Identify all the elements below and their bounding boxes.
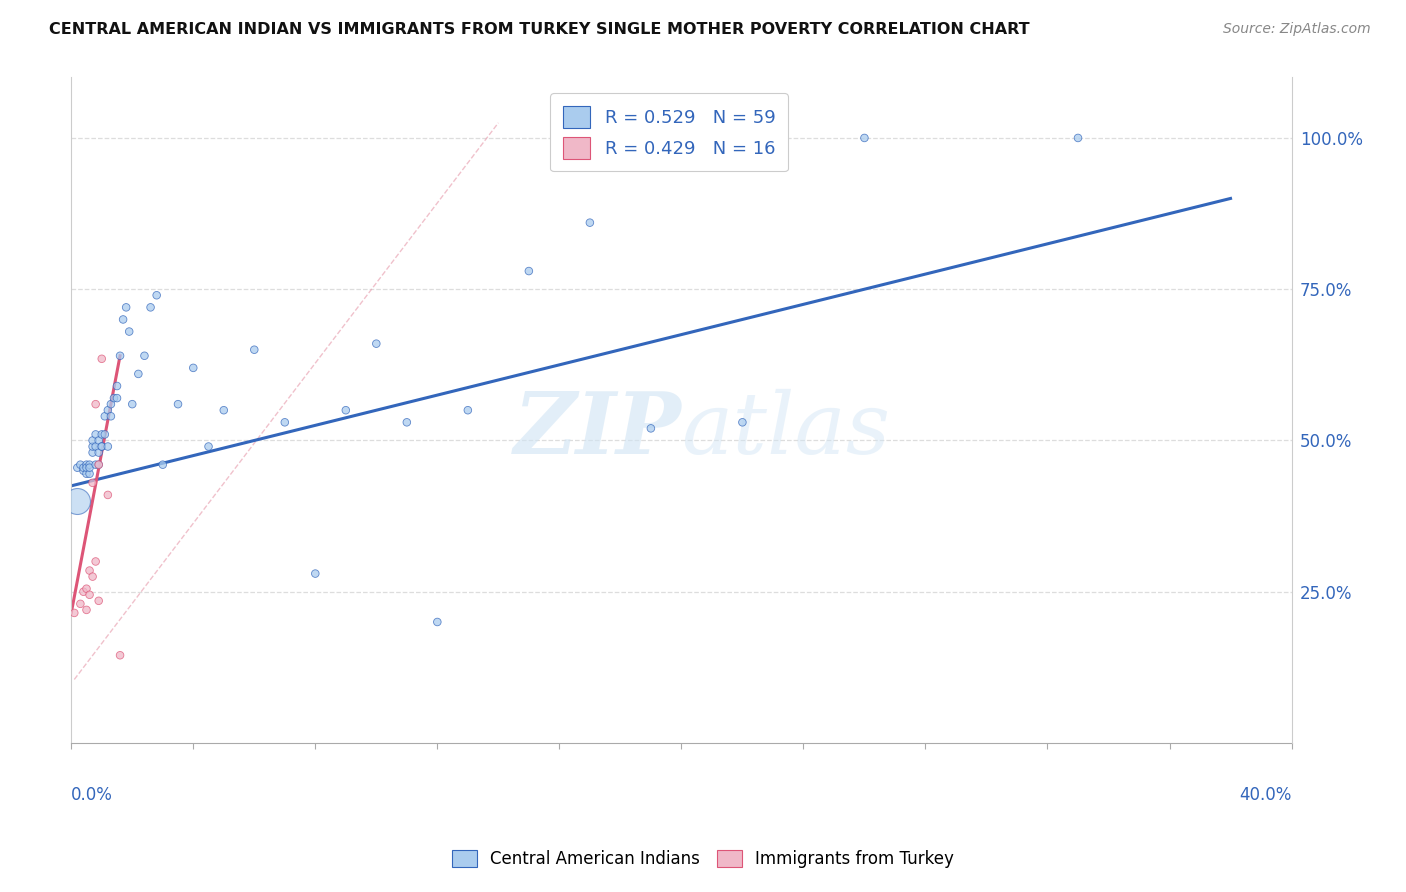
Text: 40.0%: 40.0% [1239,786,1292,805]
Point [105,379,128,393]
Point [127,367,149,381]
Point [87,445,110,459]
Legend: Central American Indians, Immigrants from Turkey: Central American Indians, Immigrants fro… [446,843,960,875]
Point [79,467,101,481]
Point [517,264,540,278]
Point [115,301,138,315]
Point [84,440,107,454]
Point [79,460,101,475]
Point [121,397,143,411]
Point [134,349,156,363]
Text: 0.0%: 0.0% [72,786,112,805]
Point [640,421,662,435]
Point [66,460,89,475]
Point [395,415,418,429]
Point [82,434,104,448]
Legend: R = 0.529   N = 59, R = 0.429   N = 16: R = 0.529 N = 59, R = 0.429 N = 16 [550,93,787,171]
Text: ZIP: ZIP [513,388,682,472]
Text: Source: ZipAtlas.com: Source: ZipAtlas.com [1223,22,1371,37]
Point [87,458,110,472]
Point [853,131,876,145]
Point [97,403,120,417]
Point [72,460,94,475]
Point [118,325,141,339]
Point [152,458,174,472]
Point [112,312,135,326]
Point [97,440,120,454]
Point [76,458,98,472]
Point [579,216,602,230]
Point [243,343,266,357]
Point [84,397,107,411]
Point [304,566,326,581]
Text: CENTRAL AMERICAN INDIAN VS IMMIGRANTS FROM TURKEY SINGLE MOTHER POVERTY CORRELAT: CENTRAL AMERICAN INDIAN VS IMMIGRANTS FR… [49,22,1029,37]
Point [79,458,101,472]
Point [90,427,112,442]
Point [366,336,388,351]
Point [731,415,754,429]
Point [82,445,104,459]
Point [100,397,122,411]
Point [87,434,110,448]
Point [82,475,104,490]
Point [181,360,204,375]
Point [94,427,117,442]
Point [87,458,110,472]
Point [457,403,479,417]
Point [94,409,117,424]
Point [84,458,107,472]
Point [212,403,235,417]
Point [72,464,94,478]
Point [100,409,122,424]
Point [1067,131,1090,145]
Point [76,460,98,475]
Point [84,554,107,568]
Point [87,594,110,608]
Point [90,440,112,454]
Point [105,391,128,405]
Point [108,648,131,663]
Point [82,569,104,583]
Point [79,588,101,602]
Point [145,288,167,302]
Point [90,351,112,366]
Point [84,427,107,442]
Point [97,488,120,502]
Point [76,603,98,617]
Point [69,597,91,611]
Point [69,458,91,472]
Point [426,615,449,629]
Point [274,415,297,429]
Point [335,403,357,417]
Point [76,467,98,481]
Point [66,494,89,508]
Point [197,440,219,454]
Point [79,564,101,578]
Point [63,606,86,620]
Point [76,582,98,596]
Point [103,391,125,405]
Text: atlas: atlas [682,389,890,472]
Point [90,440,112,454]
Point [72,584,94,599]
Point [139,301,162,315]
Point [167,397,190,411]
Point [108,349,131,363]
Point [82,440,104,454]
